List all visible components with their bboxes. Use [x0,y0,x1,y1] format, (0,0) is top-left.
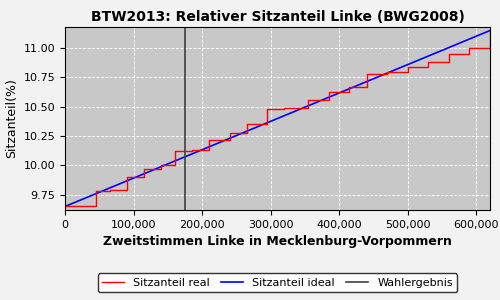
Sitzanteil real [404,65,410,69]
Sitzanteil real [264,107,270,111]
Sitzanteil real [306,98,312,101]
Y-axis label: Sitzanteil(%): Sitzanteil(%) [5,79,18,158]
Sitzanteil real [206,138,212,141]
Sitzanteil real [189,148,195,152]
Sitzanteil real [69,205,75,208]
Line: Sitzanteil real: Sitzanteil real [65,31,490,206]
Sitzanteil real [384,70,390,74]
Sitzanteil real [364,72,370,76]
Sitzanteil real [264,123,270,126]
Sitzanteil real [326,98,332,101]
Sitzanteil real [306,106,312,110]
Sitzanteil real [226,138,232,141]
Legend: Sitzanteil real, Sitzanteil ideal, Wahlergebnis: Sitzanteil real, Sitzanteil ideal, Wahle… [98,273,457,292]
Sitzanteil real [487,46,493,50]
Sitzanteil real [346,90,352,93]
Sitzanteil real [172,149,177,153]
Title: BTW2013: Relativer Sitzanteil Linke (BWG2008): BTW2013: Relativer Sitzanteil Linke (BWG… [90,11,464,24]
Sitzanteil real [446,52,452,56]
Sitzanteil real [93,205,99,208]
Sitzanteil real [124,188,130,192]
Sitzanteil real [282,106,288,110]
Sitzanteil real [487,29,493,32]
Sitzanteil real [226,131,232,134]
Sitzanteil real [206,148,212,152]
Sitzanteil real [141,176,147,179]
Sitzanteil real [106,188,112,192]
Sitzanteil real [244,131,250,134]
Sitzanteil real [466,46,472,50]
Sitzanteil real [244,123,250,126]
Sitzanteil real [282,107,288,111]
Sitzanteil real [446,60,452,64]
Sitzanteil real [158,164,164,167]
Sitzanteil real [141,167,147,171]
X-axis label: Zweitstimmen Linke in Mecklenburg-Vorpommern: Zweitstimmen Linke in Mecklenburg-Vorpom… [103,235,452,248]
Sitzanteil real [426,65,432,69]
Sitzanteil real [384,72,390,76]
Sitzanteil real [106,189,112,193]
Sitzanteil real [172,164,177,167]
Sitzanteil real [124,176,130,179]
Sitzanteil real [62,205,68,208]
Sitzanteil real [93,189,99,193]
Sitzanteil real [189,149,195,153]
Sitzanteil real [326,90,332,93]
Sitzanteil real [158,167,164,171]
Sitzanteil real [426,60,432,64]
Sitzanteil real [404,70,410,74]
Sitzanteil real [346,85,352,88]
Sitzanteil real [364,85,370,88]
Sitzanteil real [466,52,472,56]
Sitzanteil real [69,205,75,208]
